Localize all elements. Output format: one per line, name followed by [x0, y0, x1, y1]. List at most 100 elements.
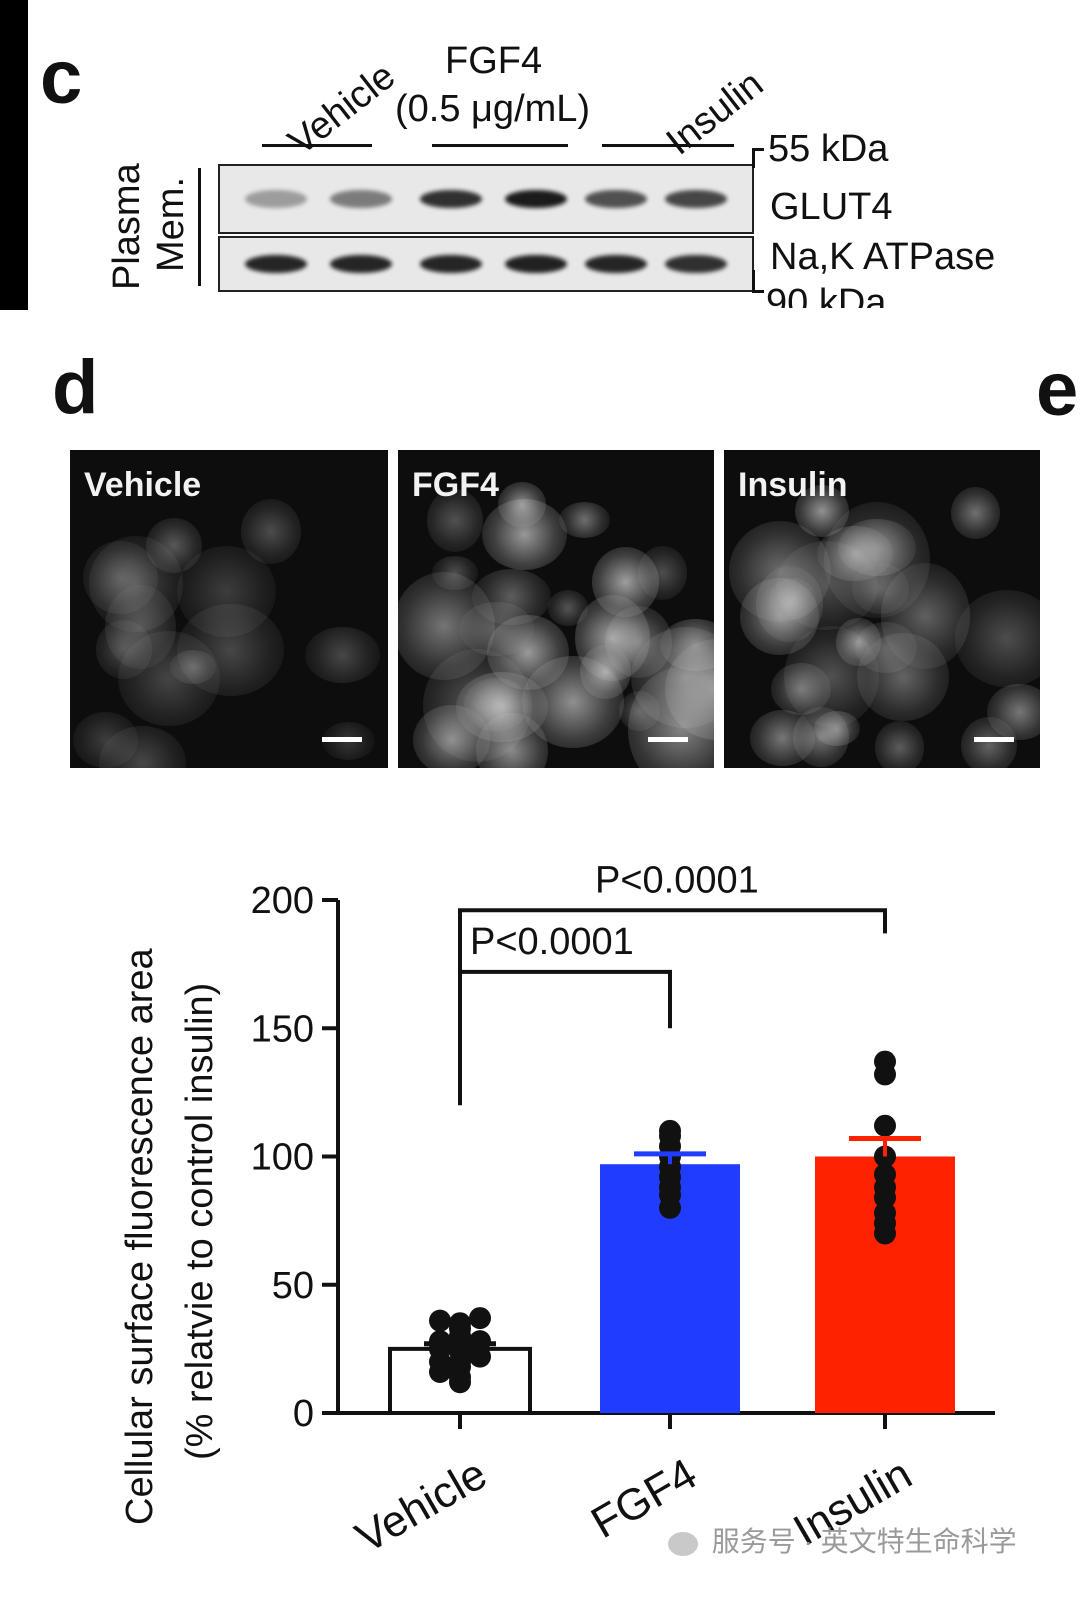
- marker-55kda: 55 kDa: [768, 128, 889, 170]
- micrograph-label-vehicle: Vehicle: [84, 466, 202, 504]
- cell-blob: [456, 671, 549, 743]
- micrograph-label-insulin: Insulin: [738, 466, 848, 504]
- marker-tick-top-h: [752, 148, 764, 151]
- cell-blob: [432, 556, 478, 590]
- cell-blob: [426, 489, 483, 552]
- glut4-band-4: [505, 190, 567, 208]
- significance-bracket-1: [458, 969, 672, 1106]
- blot-glut4: [218, 164, 754, 234]
- cell-blob: [95, 620, 153, 679]
- nak-band-3: [420, 255, 482, 273]
- cell-blob: [755, 566, 824, 642]
- cell-blob: [118, 630, 221, 727]
- panel-letter-e: e: [1036, 347, 1079, 432]
- cell-blob: [177, 603, 284, 697]
- y-tick-label: 0: [293, 1393, 314, 1435]
- bar-chart: Cellular surface fluorescence area (% re…: [119, 859, 995, 1563]
- y-axis-label-line1: Cellular surface fluorescence area: [119, 948, 161, 1525]
- scale-bar: [974, 737, 1014, 742]
- significance-label-1: P<0.0001: [470, 921, 634, 963]
- data-point-vehicle: [469, 1330, 491, 1353]
- side-label-mem: Mem.: [150, 177, 192, 272]
- cell-blob: [792, 706, 849, 768]
- cell-blob: [104, 584, 176, 669]
- cell-blob: [471, 569, 551, 626]
- y-tick-label: 200: [251, 880, 314, 922]
- data-point-fgf4: [659, 1119, 681, 1142]
- cell-blob: [795, 485, 850, 538]
- cell-blob: [73, 711, 138, 768]
- cell-blob: [950, 487, 1000, 540]
- glut4-band-5: [585, 190, 647, 208]
- data-point-vehicle: [469, 1307, 491, 1330]
- group-line-vehicle: [262, 144, 372, 147]
- watermark-text: 服务号 · 英文特生命科学: [711, 1526, 1017, 1557]
- y-axis-label-group: Cellular surface fluorescence area (% re…: [119, 948, 221, 1525]
- cell-blob: [459, 602, 534, 657]
- data-point-vehicle: [469, 1345, 491, 1368]
- cell-blob: [304, 627, 381, 684]
- wechat-icon: [668, 1531, 698, 1556]
- micrograph-fgf4: FGF4: [398, 450, 714, 768]
- y-axis-label-line2: (% relatvie to control insulin): [179, 983, 221, 1460]
- y-tick-label: 100: [251, 1137, 314, 1179]
- y-tick-label: 50: [272, 1265, 314, 1307]
- glut4-band-1: [245, 190, 307, 208]
- panel-letter-d: d: [52, 345, 99, 430]
- cell-blob: [398, 572, 495, 681]
- cell-blob: [874, 721, 924, 768]
- nak-band-4: [505, 255, 567, 273]
- group-line-insulin: [602, 144, 734, 147]
- blot-nak-atpase: [218, 236, 754, 292]
- cell-blob: [768, 577, 817, 621]
- cell-blob: [591, 546, 660, 618]
- significance-bracket-2: [458, 908, 887, 972]
- cell-blob: [498, 482, 546, 527]
- left-edge-bar: [0, 0, 28, 310]
- cell-blob: [89, 535, 183, 632]
- cell-blob: [880, 563, 971, 670]
- cell-blob: [145, 518, 203, 574]
- nak-band-2: [330, 255, 392, 273]
- cell-blob: [739, 577, 819, 656]
- watermark: 服务号 · 英文特生命科学: [668, 1520, 1017, 1560]
- side-label-plasma: Plasma: [106, 163, 148, 290]
- marker-90kda: 90 kDa: [766, 284, 887, 308]
- y-tick-label: 150: [251, 1008, 314, 1050]
- micrograph-insulin: Insulin: [724, 450, 1040, 768]
- cell-blob: [954, 590, 1040, 688]
- lane-label-fgf4-dose: (0.5 μg/mL): [395, 88, 591, 130]
- panel-letter-c: c: [40, 35, 83, 120]
- scale-bar: [648, 737, 688, 742]
- data-point-vehicle: [429, 1309, 451, 1332]
- data-point-insulin: [874, 1163, 896, 1186]
- glut4-band-3: [420, 190, 482, 208]
- data-point-vehicle: [449, 1312, 471, 1335]
- cell-blob: [728, 520, 832, 622]
- cell-blob: [836, 618, 881, 666]
- significance-label-2: P<0.0001: [595, 859, 759, 901]
- group-line-fgf4: [432, 144, 568, 147]
- membrane-bracket: [198, 168, 201, 286]
- nak-band-5: [585, 255, 647, 273]
- glut4-band-2: [330, 190, 392, 208]
- lane-label-fgf4: FGF4: [445, 40, 543, 82]
- marker-tick-bottom-h: [752, 290, 764, 293]
- cell-blob: [83, 540, 158, 614]
- row-label-glut4: GLUT4: [770, 186, 893, 228]
- cell-blob: [580, 645, 632, 699]
- cell-blob: [558, 501, 611, 538]
- cell-blob: [987, 683, 1040, 741]
- micrograph-label-fgf4: FGF4: [412, 466, 499, 504]
- bar-chart-container: Cellular surface fluorescence area (% re…: [0, 760, 1080, 1597]
- marker-90kda-clip: 90 kDa: [766, 284, 886, 308]
- data-point-vehicle: [429, 1330, 451, 1353]
- nak-band-6: [665, 255, 727, 273]
- cell-blob: [961, 716, 1018, 768]
- scale-bar: [322, 737, 362, 742]
- data-point-insulin: [874, 1201, 896, 1224]
- x-category-label: Vehicle: [348, 1449, 495, 1562]
- cell-blob: [547, 590, 589, 626]
- nak-band-1: [245, 255, 307, 273]
- micrograph-vehicle: Vehicle: [70, 450, 388, 768]
